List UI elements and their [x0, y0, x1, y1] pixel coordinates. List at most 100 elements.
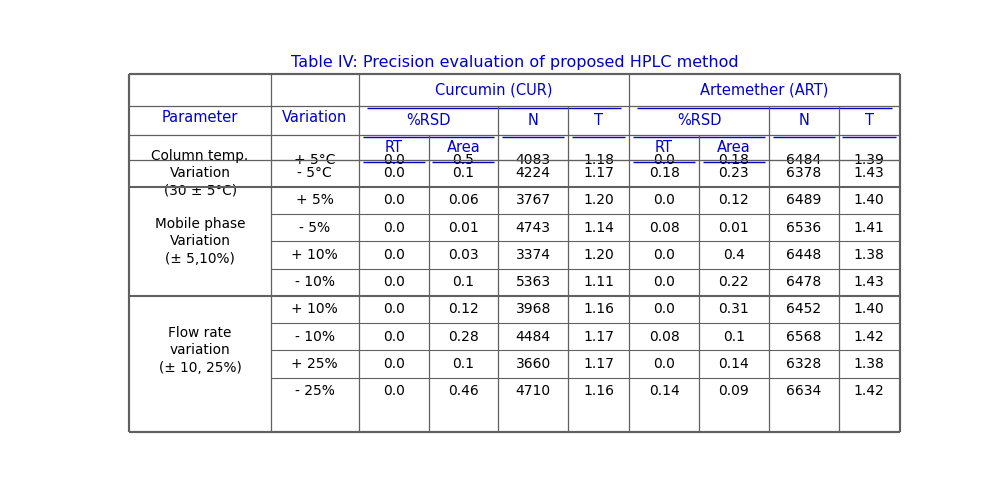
Text: 4083: 4083: [516, 153, 551, 166]
Text: %RSD: %RSD: [406, 113, 450, 128]
Text: 3767: 3767: [516, 194, 551, 207]
Text: Variation: Variation: [282, 110, 347, 124]
Text: 1.17: 1.17: [583, 329, 614, 344]
Text: Parameter: Parameter: [161, 110, 238, 124]
Text: 1.16: 1.16: [583, 302, 614, 317]
Text: 6484: 6484: [785, 153, 820, 166]
Text: - 5%: - 5%: [299, 221, 330, 235]
Text: 3374: 3374: [516, 248, 550, 262]
Text: 0.14: 0.14: [718, 357, 748, 371]
Text: 0.1: 0.1: [452, 166, 474, 180]
Text: 0.23: 0.23: [718, 166, 748, 180]
Text: 0.06: 0.06: [447, 194, 478, 207]
Text: 5363: 5363: [516, 275, 551, 289]
Text: 0.1: 0.1: [452, 275, 474, 289]
Text: 1.39: 1.39: [853, 153, 884, 166]
Text: 4224: 4224: [516, 166, 550, 180]
Text: Mobile phase
Variation
(± 5,10%): Mobile phase Variation (± 5,10%): [154, 217, 245, 266]
Text: N: N: [528, 113, 538, 128]
Text: 1.43: 1.43: [853, 166, 884, 180]
Text: 0.12: 0.12: [447, 302, 478, 317]
Text: Flow rate
variation
(± 10, 25%): Flow rate variation (± 10, 25%): [158, 326, 242, 374]
Text: 4710: 4710: [516, 384, 551, 398]
Text: 0.08: 0.08: [648, 221, 679, 235]
Text: Area: Area: [716, 140, 750, 155]
Text: 6634: 6634: [785, 384, 820, 398]
Text: 0.0: 0.0: [382, 153, 404, 166]
Text: 6452: 6452: [785, 302, 820, 317]
Text: T: T: [864, 113, 873, 128]
Text: 0.03: 0.03: [447, 248, 478, 262]
Text: 1.38: 1.38: [853, 248, 884, 262]
Text: 0.0: 0.0: [382, 357, 404, 371]
Text: 0.0: 0.0: [653, 302, 674, 317]
Text: 0.0: 0.0: [382, 194, 404, 207]
Text: 0.01: 0.01: [718, 221, 748, 235]
Text: 1.11: 1.11: [583, 275, 614, 289]
Text: 0.0: 0.0: [653, 153, 674, 166]
Text: 0.14: 0.14: [648, 384, 679, 398]
Text: 0.4: 0.4: [722, 248, 744, 262]
Text: 0.0: 0.0: [653, 275, 674, 289]
Text: - 10%: - 10%: [295, 329, 334, 344]
Text: 4743: 4743: [516, 221, 550, 235]
Text: 1.40: 1.40: [853, 302, 884, 317]
Text: %RSD: %RSD: [676, 113, 720, 128]
Text: 0.0: 0.0: [382, 384, 404, 398]
Text: Area: Area: [446, 140, 479, 155]
Text: 6489: 6489: [785, 194, 820, 207]
Text: 1.40: 1.40: [853, 194, 884, 207]
Text: 1.42: 1.42: [853, 384, 884, 398]
Text: 1.16: 1.16: [583, 384, 614, 398]
Text: 1.17: 1.17: [583, 166, 614, 180]
Text: Artemether (ART): Artemether (ART): [699, 82, 827, 98]
Text: 0.0: 0.0: [382, 221, 404, 235]
Text: 6568: 6568: [785, 329, 820, 344]
Text: 0.01: 0.01: [447, 221, 478, 235]
Text: 4484: 4484: [516, 329, 551, 344]
Text: 0.18: 0.18: [718, 153, 748, 166]
Text: Curcumin (CUR): Curcumin (CUR): [435, 82, 553, 98]
Text: T: T: [594, 113, 603, 128]
Text: Column temp.
Variation
(30 ± 5°C): Column temp. Variation (30 ± 5°C): [151, 149, 249, 198]
Text: Table IV: Precision evaluation of proposed HPLC method: Table IV: Precision evaluation of propos…: [291, 55, 737, 70]
Text: 6378: 6378: [785, 166, 820, 180]
Text: 6328: 6328: [785, 357, 820, 371]
Text: 6536: 6536: [785, 221, 820, 235]
Text: 6448: 6448: [785, 248, 820, 262]
Text: + 25%: + 25%: [291, 357, 338, 371]
Text: 1.20: 1.20: [583, 194, 614, 207]
Text: 1.41: 1.41: [853, 221, 884, 235]
Text: 0.0: 0.0: [382, 248, 404, 262]
Text: 0.1: 0.1: [722, 329, 744, 344]
Text: 0.08: 0.08: [648, 329, 679, 344]
Text: + 5%: + 5%: [296, 194, 333, 207]
Text: N: N: [797, 113, 808, 128]
Text: 0.31: 0.31: [718, 302, 748, 317]
Text: 0.5: 0.5: [452, 153, 473, 166]
Text: - 5°C: - 5°C: [297, 166, 332, 180]
Text: 0.22: 0.22: [718, 275, 748, 289]
Text: 3968: 3968: [515, 302, 551, 317]
Text: 0.46: 0.46: [447, 384, 478, 398]
Text: - 25%: - 25%: [295, 384, 334, 398]
Text: 0.0: 0.0: [653, 248, 674, 262]
Text: 0.12: 0.12: [718, 194, 748, 207]
Text: 0.18: 0.18: [648, 166, 679, 180]
Text: 1.42: 1.42: [853, 329, 884, 344]
Text: + 5°C: + 5°C: [294, 153, 335, 166]
Text: + 10%: + 10%: [291, 248, 338, 262]
Text: RT: RT: [655, 140, 672, 155]
Text: 1.43: 1.43: [853, 275, 884, 289]
Text: 0.28: 0.28: [447, 329, 478, 344]
Text: RT: RT: [384, 140, 402, 155]
Text: + 10%: + 10%: [291, 302, 338, 317]
Text: 0.0: 0.0: [653, 194, 674, 207]
Text: 0.0: 0.0: [382, 302, 404, 317]
Text: 0.0: 0.0: [382, 166, 404, 180]
Text: 0.0: 0.0: [382, 329, 404, 344]
Text: 6478: 6478: [785, 275, 820, 289]
Text: 0.0: 0.0: [382, 275, 404, 289]
Text: 0.1: 0.1: [452, 357, 474, 371]
Text: 1.20: 1.20: [583, 248, 614, 262]
